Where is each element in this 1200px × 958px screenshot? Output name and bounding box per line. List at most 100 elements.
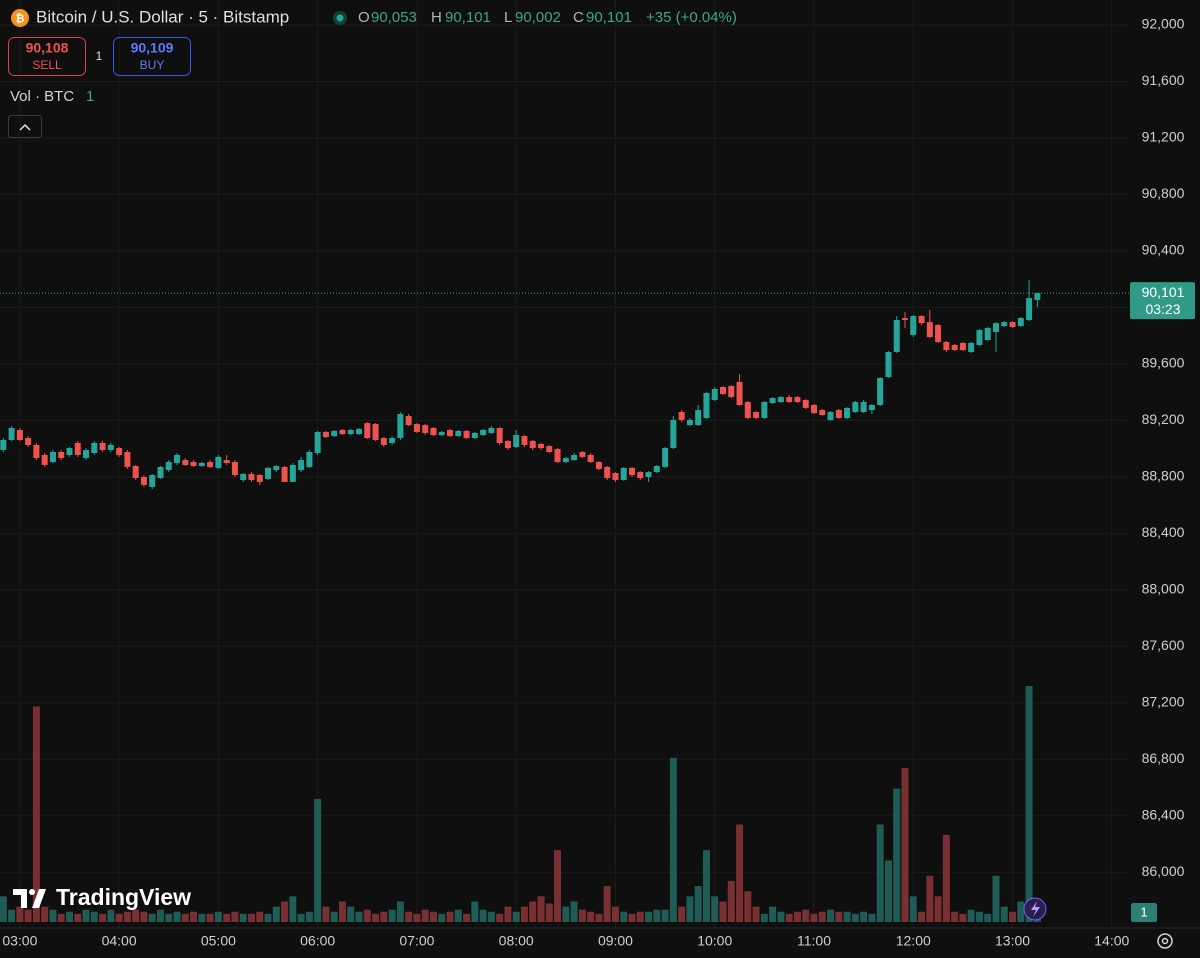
volume-bar bbox=[41, 906, 49, 922]
volume-bar bbox=[851, 913, 859, 922]
assistant-bolt bbox=[1031, 901, 1040, 917]
quantity: 1 bbox=[96, 49, 103, 63]
volume-bar bbox=[645, 911, 653, 922]
volume-bar bbox=[578, 909, 586, 922]
buy-button[interactable]: 90,109 BUY bbox=[113, 37, 191, 76]
volume-bar bbox=[793, 911, 801, 922]
candle-body bbox=[612, 473, 619, 480]
volume-bar bbox=[99, 913, 107, 922]
symbol-title[interactable]: Bitcoin / U.S. Dollar · 5 · Bitstamp bbox=[36, 7, 289, 26]
x-tick-label: 08:00 bbox=[499, 933, 534, 949]
y-tick-label: 88,800 bbox=[1142, 468, 1185, 484]
watermark-logo bbox=[13, 889, 46, 908]
candle-body bbox=[810, 404, 817, 414]
chevron bbox=[19, 123, 31, 131]
candle-body bbox=[1017, 317, 1024, 327]
candle-body bbox=[844, 407, 851, 418]
candle-body bbox=[0, 439, 7, 451]
candle-body bbox=[157, 466, 164, 478]
candle-body bbox=[182, 460, 189, 465]
volume-bar bbox=[281, 901, 289, 922]
x-tick-label: 04:00 bbox=[102, 933, 137, 949]
candle-body bbox=[331, 430, 338, 437]
volume-bar bbox=[107, 909, 115, 922]
candle-body bbox=[976, 329, 983, 345]
sell-button[interactable]: 90,108 SELL bbox=[8, 37, 86, 76]
y-tick-label: 86,400 bbox=[1142, 806, 1185, 822]
candle-body bbox=[629, 467, 636, 476]
candle-body bbox=[422, 425, 429, 433]
volume-bar bbox=[256, 911, 264, 922]
candle-body bbox=[471, 432, 478, 439]
volume-bar bbox=[769, 906, 777, 922]
candle-body bbox=[413, 424, 420, 432]
candle-body bbox=[579, 451, 586, 457]
candle-body bbox=[546, 446, 553, 452]
candle-body bbox=[16, 429, 23, 440]
volume-bar bbox=[942, 834, 950, 922]
candle-body bbox=[885, 352, 892, 378]
candle-body bbox=[480, 429, 487, 436]
candle-body bbox=[488, 427, 495, 433]
candle-body bbox=[554, 449, 561, 463]
candle-body bbox=[711, 389, 718, 401]
candle-body bbox=[347, 429, 354, 435]
candle-body bbox=[198, 463, 205, 466]
volume-bar bbox=[388, 909, 396, 922]
last-price-label: 90,101 bbox=[1142, 284, 1185, 300]
volume-bar bbox=[372, 913, 380, 922]
candle-body bbox=[595, 462, 602, 469]
settings-button[interactable] bbox=[1157, 933, 1173, 949]
volume-bar bbox=[214, 911, 222, 922]
candle-body bbox=[405, 415, 412, 426]
candle-body bbox=[455, 430, 462, 437]
grid bbox=[0, 0, 1130, 928]
volume-bar bbox=[65, 911, 73, 922]
candle-body bbox=[959, 342, 966, 351]
candle-body bbox=[513, 435, 520, 448]
volume-bar bbox=[363, 909, 371, 922]
candle-body bbox=[463, 430, 470, 439]
volume-bar bbox=[711, 896, 719, 922]
volume-bar bbox=[827, 909, 835, 922]
sell-label: SELL bbox=[32, 58, 62, 72]
volume-bar bbox=[173, 911, 181, 922]
volume-bar bbox=[686, 896, 694, 922]
volume-bar bbox=[802, 909, 810, 922]
volume-bar bbox=[512, 911, 520, 922]
collapse-button[interactable] bbox=[8, 115, 42, 138]
volume-bar bbox=[264, 913, 272, 922]
volume-bar bbox=[785, 913, 793, 922]
candle-body bbox=[794, 397, 801, 403]
candle-body bbox=[322, 431, 329, 438]
volume-bar bbox=[727, 880, 735, 922]
badge: 1 bbox=[1140, 904, 1147, 919]
candle-body bbox=[918, 316, 925, 324]
volume-bar bbox=[206, 913, 214, 922]
volume-bar bbox=[479, 909, 487, 922]
candle-body bbox=[314, 431, 321, 453]
candle-body bbox=[728, 386, 735, 398]
x-tick-label: 12:00 bbox=[896, 933, 931, 949]
candle-body bbox=[174, 454, 181, 464]
candle-body bbox=[496, 427, 503, 443]
y-tick-label: 89,200 bbox=[1142, 411, 1185, 427]
volume-bar bbox=[893, 788, 901, 922]
volume-bar bbox=[223, 913, 231, 922]
ohlc-value: 90,002 bbox=[515, 9, 561, 26]
volume-bar bbox=[198, 913, 206, 922]
candle-body bbox=[124, 451, 131, 467]
volume-bar bbox=[967, 909, 975, 922]
volume-bar bbox=[868, 913, 876, 922]
volume-bar bbox=[504, 906, 512, 922]
candle-body bbox=[256, 475, 263, 482]
candle-body bbox=[662, 448, 669, 467]
badge-box[interactable] bbox=[1131, 903, 1157, 922]
y-tick-label: 91,200 bbox=[1142, 129, 1185, 145]
volume-bar bbox=[314, 798, 322, 922]
ohlc-value: 90,053 bbox=[371, 9, 417, 26]
candle-body bbox=[877, 378, 884, 405]
candle-body bbox=[1009, 322, 1016, 328]
x-tick-label: 05:00 bbox=[201, 933, 236, 949]
